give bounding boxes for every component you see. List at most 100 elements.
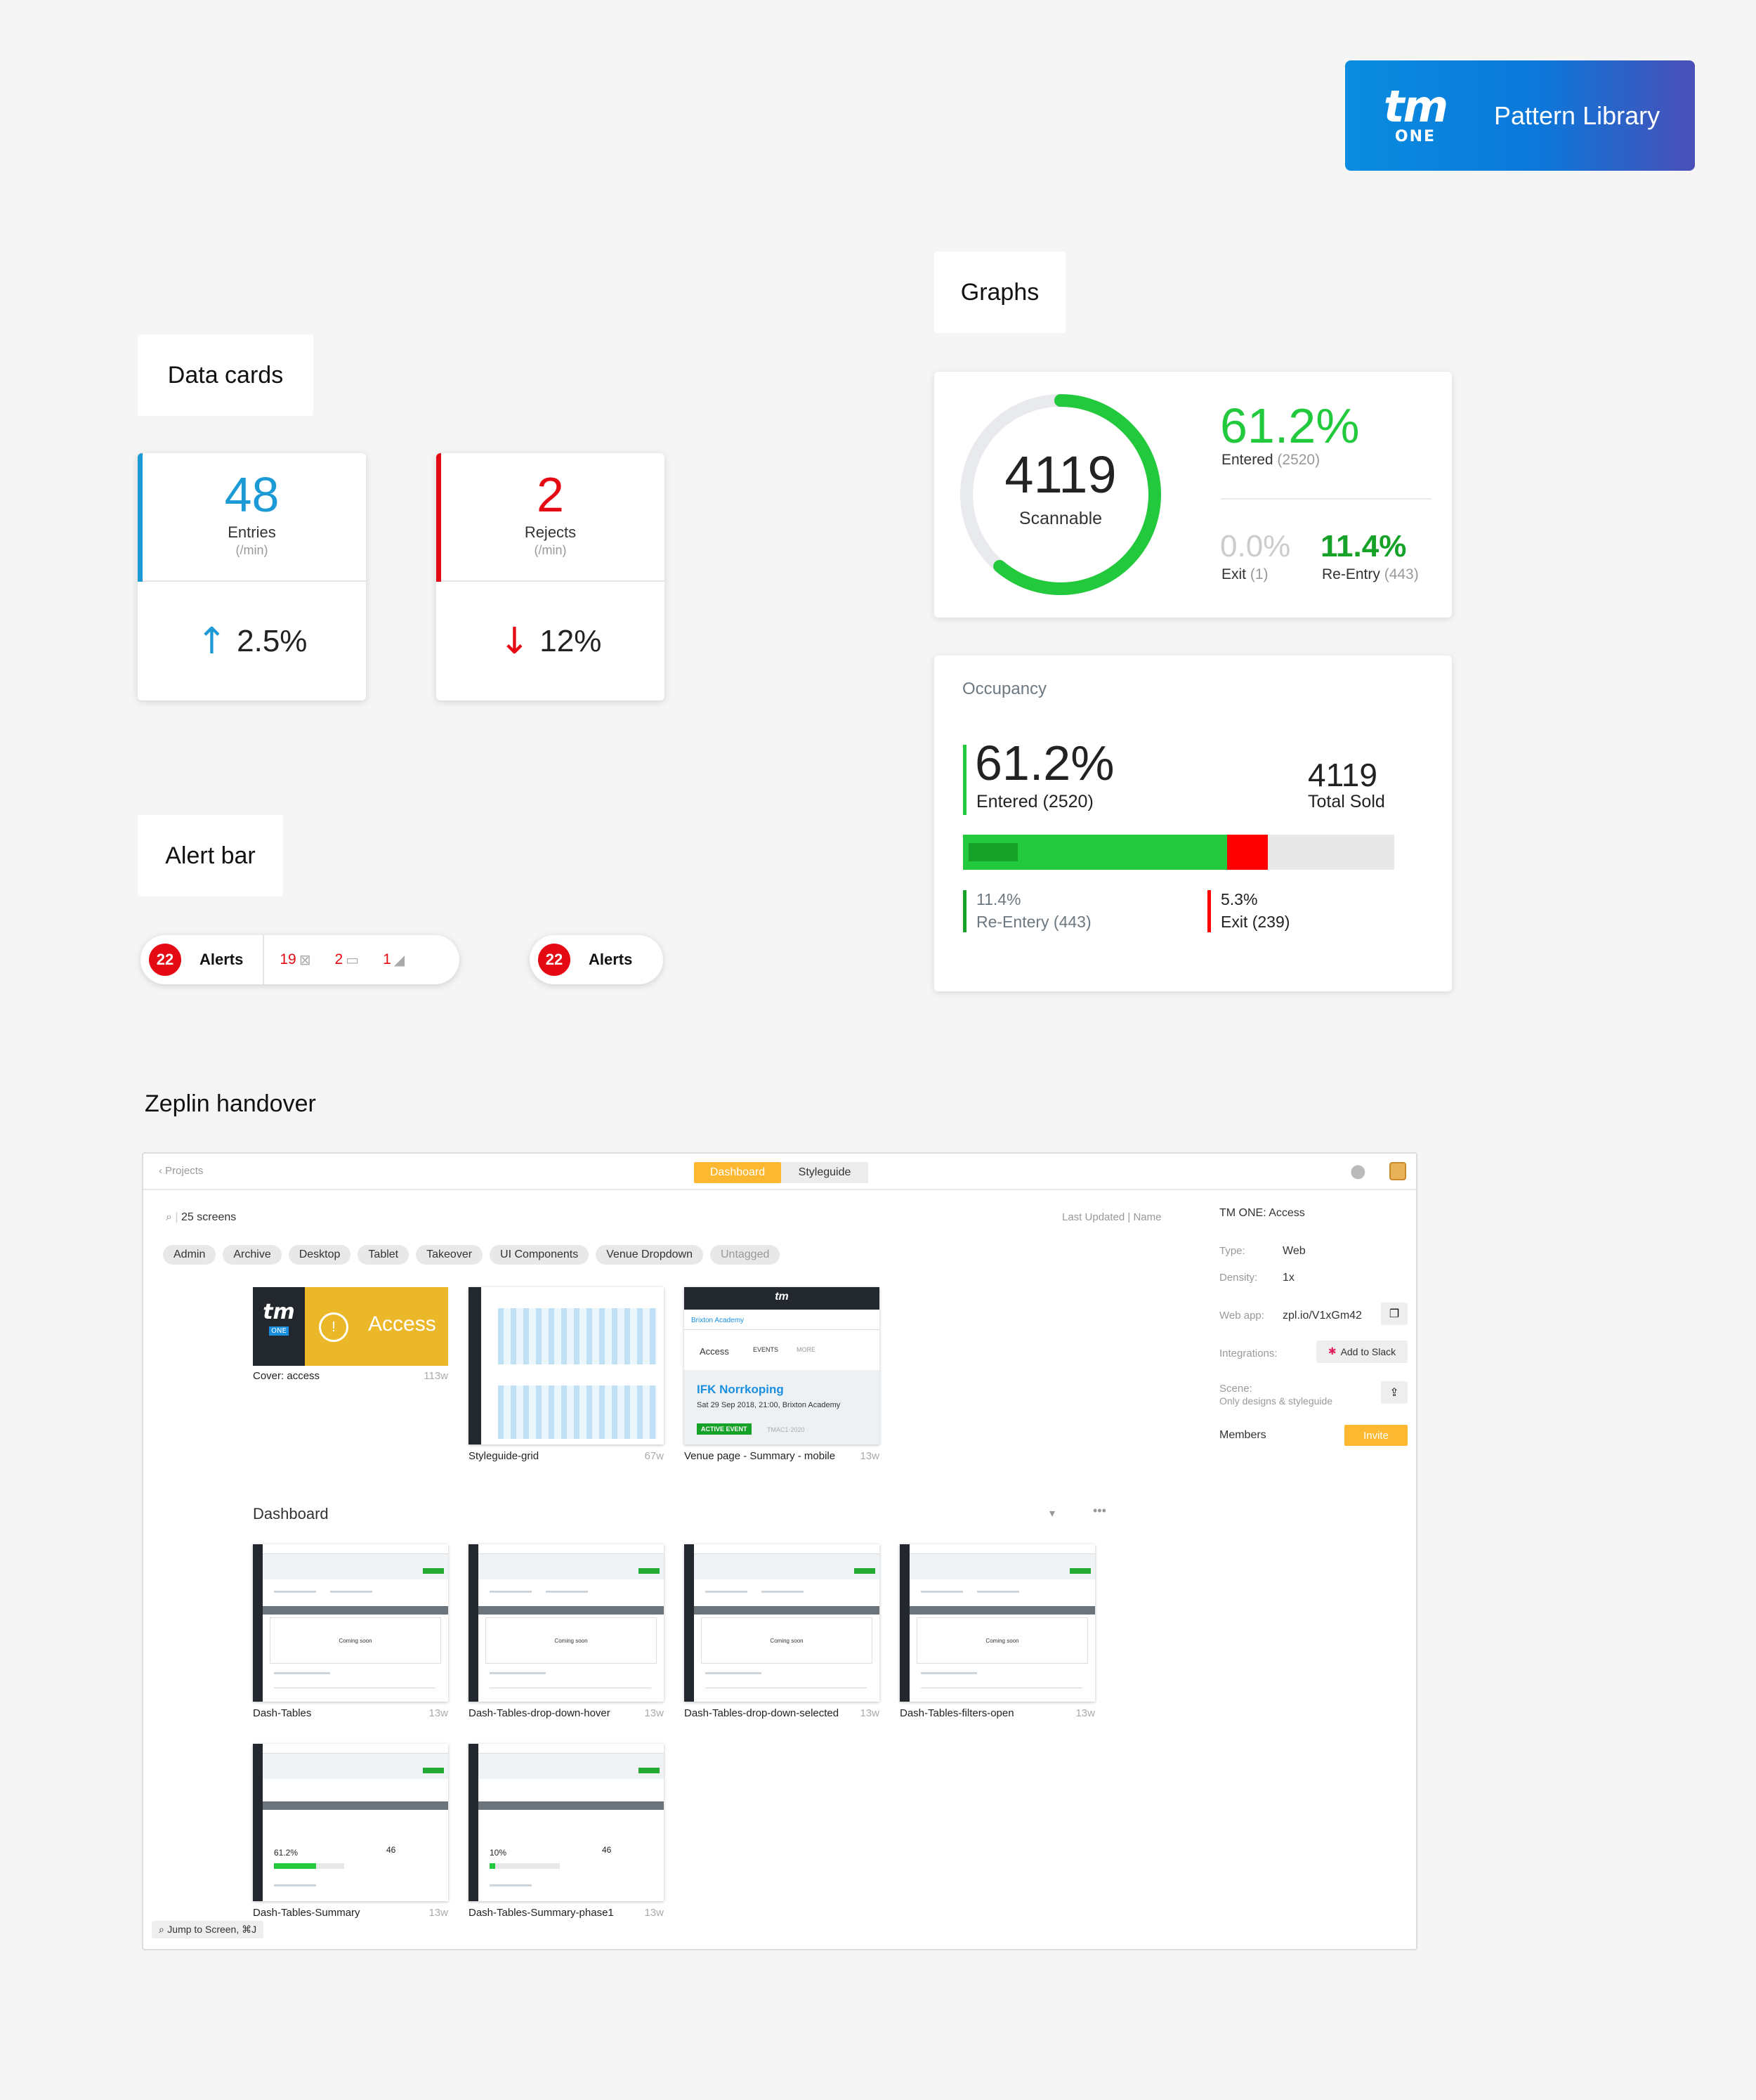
tab-styleguide[interactable]: Styleguide [781, 1162, 868, 1183]
thumb-text-line [274, 1591, 316, 1593]
scannable-total: 4119 [1004, 445, 1117, 504]
share-icon[interactable]: ⇪ [1381, 1381, 1408, 1404]
coming-soon-box: Coming soon [485, 1617, 657, 1664]
divider [684, 1329, 879, 1330]
entered-pct: 61.2% [1220, 398, 1360, 453]
thumb-event-bar [478, 1754, 664, 1779]
event-code: TMAC1-2020 [767, 1426, 805, 1433]
alert-no-image-count: 19 [280, 951, 296, 967]
add-to-slack-button[interactable]: ✱ Add to Slack [1316, 1341, 1408, 1363]
type-value: Web [1283, 1245, 1306, 1257]
thumb-tabs [263, 1606, 448, 1615]
screens-count: 25 screens [181, 1211, 237, 1223]
scannable-donut [960, 394, 1161, 595]
thumb-event-bar [263, 1554, 448, 1579]
alert-battery[interactable]: 2 ▭ [334, 951, 359, 968]
entered-label: Entered [1221, 452, 1273, 468]
cover-logo-tm: tm [263, 1300, 295, 1324]
alert-count-badge: 22 [149, 944, 181, 976]
type-label: Type: [1219, 1245, 1245, 1257]
tag-archive[interactable]: Archive [223, 1245, 282, 1265]
thumb-name: Dash-Tables-filters-open [900, 1707, 1014, 1719]
event-title: IFK Norrkoping [697, 1383, 784, 1396]
thumb-dash-summary[interactable]: 10% 46 [469, 1744, 664, 1901]
thumb-name: Venue page - Summary - mobile [684, 1450, 836, 1462]
no-image-icon: ⊠ [299, 951, 311, 968]
avatar[interactable] [1389, 1162, 1406, 1180]
venue-name: Brixton Academy [691, 1317, 745, 1324]
thumb-styleguide-grid[interactable] [469, 1287, 664, 1444]
tag-untagged[interactable]: Untagged [709, 1245, 780, 1265]
occupancy-exit-pct: 5.3% [1221, 890, 1258, 908]
thumb-text-line [546, 1591, 588, 1593]
thumb-text-line [274, 1672, 330, 1674]
thumb-dash-tables[interactable]: Coming soon [253, 1544, 448, 1702]
search-row[interactable]: ⌕ | 25 screens [166, 1210, 236, 1224]
tab-dashboard[interactable]: Dashboard [694, 1162, 781, 1183]
brand-banner: tm ONE Pattern Library [1345, 60, 1695, 171]
reentry-caption: Re-Entry (443) [1322, 566, 1419, 583]
alert-bar-full[interactable]: 22 Alerts 19 ⊠ 2 ▭ 1 ◢ [140, 935, 459, 984]
alerts-label: Alerts [589, 951, 633, 968]
tag-takeover[interactable]: Takeover [416, 1245, 483, 1265]
tag-desktop[interactable]: Desktop [288, 1245, 351, 1265]
alert-bar-compact[interactable]: 22 Alerts [530, 935, 663, 984]
copy-icon[interactable]: ❐ [1381, 1303, 1408, 1325]
sort-options[interactable]: Last Updated | Name [1062, 1211, 1162, 1223]
thumb-dash-summary[interactable]: 61.2% 46 [253, 1744, 448, 1901]
thumb-text-line [490, 1884, 532, 1886]
rejects-value: 2 [537, 467, 564, 522]
tag-venue-dropdown[interactable]: Venue Dropdown [596, 1245, 703, 1265]
thumb-text-line [977, 1591, 1019, 1593]
reentry-count: (443) [1384, 566, 1419, 582]
alert-signal[interactable]: 1 ◢ [383, 951, 405, 968]
entered-count: (2520) [1277, 452, 1321, 468]
thumb-dash-tables[interactable]: Coming soon [684, 1544, 879, 1702]
webapp-label: Web app: [1219, 1310, 1264, 1322]
tag-admin[interactable]: Admin [163, 1245, 216, 1265]
thumb-dash-tables[interactable]: Coming soon [900, 1544, 1095, 1702]
reentry-pct: 11.4% [1321, 529, 1407, 563]
filter-icon[interactable]: ▾ [1049, 1506, 1056, 1520]
jump-to-screen[interactable]: ⌕ Jump to Screen, ⌘J [152, 1921, 264, 1938]
occupancy-exit-label: Exit (239) [1221, 913, 1290, 931]
thumb-name: Styleguide-grid [469, 1450, 539, 1462]
thumb-text-line [330, 1591, 372, 1593]
thumb-text-line [490, 1672, 546, 1674]
occupancy-entered-pct: 61.2% [975, 736, 1115, 790]
more-icon[interactable]: ••• [1093, 1504, 1106, 1518]
cover-logo: tm ONE [253, 1287, 305, 1366]
thumb-name: Dash-Tables-Summary-phase1 [469, 1907, 614, 1919]
thumb-event-bar [478, 1554, 664, 1579]
tag-list: Admin Archive Desktop Tablet Takeover UI Comp… [163, 1245, 787, 1265]
thumb-header [478, 1744, 664, 1754]
tag-tablet[interactable]: Tablet [358, 1245, 409, 1265]
tag-ui-components[interactable]: UI Components [490, 1245, 589, 1265]
summary-bar-fill [490, 1863, 495, 1869]
thumb-venue-mobile[interactable]: tm Brixton Academy Access EVENTS MORE IF… [684, 1287, 879, 1444]
invite-button[interactable]: Invite [1344, 1425, 1408, 1446]
venue-header: tm [684, 1287, 879, 1310]
summary-bar-fill [274, 1863, 316, 1869]
webapp-link[interactable]: zpl.io/V1xGm42 [1283, 1310, 1362, 1322]
status-pill [854, 1568, 875, 1574]
thumb-sidebar [469, 1287, 481, 1444]
exit-pct: 0.0% [1220, 529, 1291, 563]
thumb-dash-tables[interactable]: Coming soon [469, 1544, 664, 1702]
alert-no-image[interactable]: 19 ⊠ [280, 951, 310, 968]
cover-access: Access [368, 1312, 436, 1336]
arrow-down-icon: ↓ [499, 620, 530, 663]
occupancy-card: Occupancy 61.2% Entered (2520) 4119 Tota… [934, 656, 1452, 991]
back-to-projects[interactable]: ‹ Projects [159, 1165, 203, 1177]
summary-number: 46 [386, 1845, 396, 1855]
exit-label: Exit [1221, 566, 1247, 582]
thumb-age: 67w [644, 1450, 664, 1462]
coming-soon-box: Coming soon [917, 1617, 1088, 1664]
lock-icon: ! [319, 1312, 348, 1342]
occupancy-exit-segment [1226, 835, 1269, 870]
alert-battery-count: 2 [334, 951, 343, 967]
thumb-cover[interactable]: tm ONE ! Access [253, 1287, 448, 1366]
thumb-name: Dash-Tables-drop-down-hover [469, 1707, 610, 1719]
thumb-tabs [478, 1606, 664, 1615]
bell-icon[interactable]: ● [1350, 1161, 1366, 1182]
